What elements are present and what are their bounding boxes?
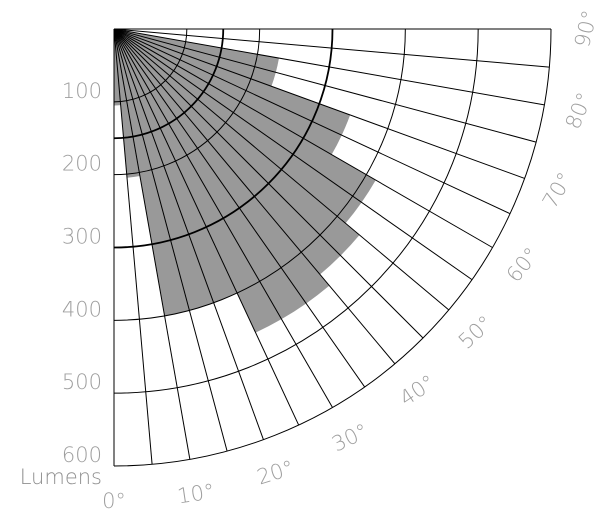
angular-tick-50: 50° — [454, 311, 498, 354]
wedges-layer — [114, 29, 376, 333]
wedge-20-25 — [114, 29, 238, 303]
wedge-60-65 — [114, 29, 342, 155]
wedge-25-30 — [114, 29, 282, 333]
radial-tick-500: 500 — [62, 370, 102, 394]
wedge-15-20 — [114, 29, 214, 311]
grid-spoke-15 — [113, 28, 228, 452]
radial-tick-200: 200 — [62, 152, 102, 176]
angular-tick-70: 70° — [538, 168, 578, 212]
grid-spoke-65 — [113, 28, 511, 215]
wedge-65-70 — [114, 29, 351, 136]
grid-spoke-50 — [113, 28, 450, 311]
wedge-50-55 — [114, 29, 362, 224]
grid-spoke-30 — [113, 28, 333, 408]
wedge-55-60 — [114, 29, 376, 203]
wedge-40-45 — [114, 29, 341, 275]
wedge-45-50 — [114, 29, 360, 256]
angular-tick-90: 90° — [570, 8, 599, 50]
grid-spoke-75 — [113, 28, 537, 143]
wedge-35-40 — [114, 29, 330, 304]
angular-tick-30: 30° — [328, 419, 372, 457]
grid-spoke-55 — [113, 28, 473, 281]
grid-spoke-5 — [113, 28, 153, 465]
grid-spoke-25 — [113, 28, 300, 426]
grid-spoke-70 — [113, 28, 525, 179]
radial-axis-unit-label: Lumens — [20, 465, 102, 489]
grid-spoke-35 — [113, 28, 366, 388]
angular-tick-60: 60° — [502, 243, 544, 287]
grid-spoke-85 — [113, 28, 550, 68]
angular-tick-40: 40° — [395, 370, 439, 411]
grid-spoke-10 — [113, 28, 191, 460]
grid-spoke-80 — [113, 28, 545, 106]
wedge-30-35 — [114, 29, 307, 320]
radial-tick-100: 100 — [62, 79, 102, 103]
grid-spoke-40 — [113, 28, 396, 365]
grid-layer — [113, 28, 552, 467]
angular-tick-20: 20° — [254, 456, 297, 490]
radial-tick-600: 600 — [62, 443, 102, 467]
angular-tick-10: 10° — [176, 479, 216, 508]
grid-spoke-45 — [113, 28, 424, 339]
angular-tick-80: 80° — [561, 89, 597, 133]
radial-tick-400: 400 — [62, 297, 102, 321]
grid-spoke-60 — [113, 28, 493, 248]
angular-tick-0: 0° — [102, 489, 126, 513]
grid-spoke-20 — [113, 28, 264, 440]
radial-tick-300: 300 — [62, 225, 102, 249]
